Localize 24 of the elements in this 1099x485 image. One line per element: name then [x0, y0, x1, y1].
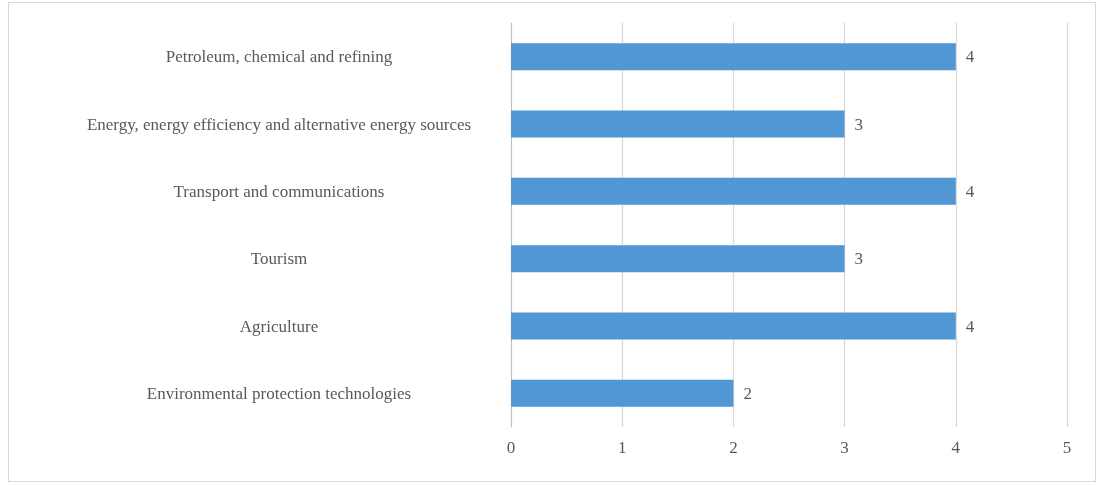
y-tick-label: Petroleum, chemical and refining — [165, 47, 393, 67]
data-label: 4 — [965, 47, 975, 67]
bar — [511, 379, 734, 407]
y-tick-label: Agriculture — [239, 316, 319, 336]
bar — [511, 110, 845, 138]
y-tick-label: Energy, energy efficiency and alternative energy sources — [86, 114, 472, 134]
data-label: 3 — [854, 114, 864, 134]
bar — [511, 43, 956, 71]
data-label: 3 — [854, 249, 864, 269]
x-tick-label: 3 — [840, 438, 849, 457]
y-tick-label: Transport and communications — [173, 181, 385, 201]
y-tick-label: Tourism — [250, 249, 308, 269]
y-tick-label: Environmental protection technologies — [146, 383, 412, 403]
bar — [511, 245, 845, 273]
x-tick-label: 5 — [1062, 438, 1072, 457]
x-tick-label: 2 — [729, 438, 738, 457]
x-tick-label: 4 — [951, 438, 961, 457]
x-tick-label: 0 — [506, 438, 516, 457]
data-label: 4 — [965, 181, 975, 201]
x-tick-label: 1 — [617, 438, 627, 457]
data-label: 2 — [743, 383, 752, 403]
bar — [511, 177, 956, 205]
bar — [511, 312, 956, 340]
data-label: 4 — [965, 316, 975, 336]
